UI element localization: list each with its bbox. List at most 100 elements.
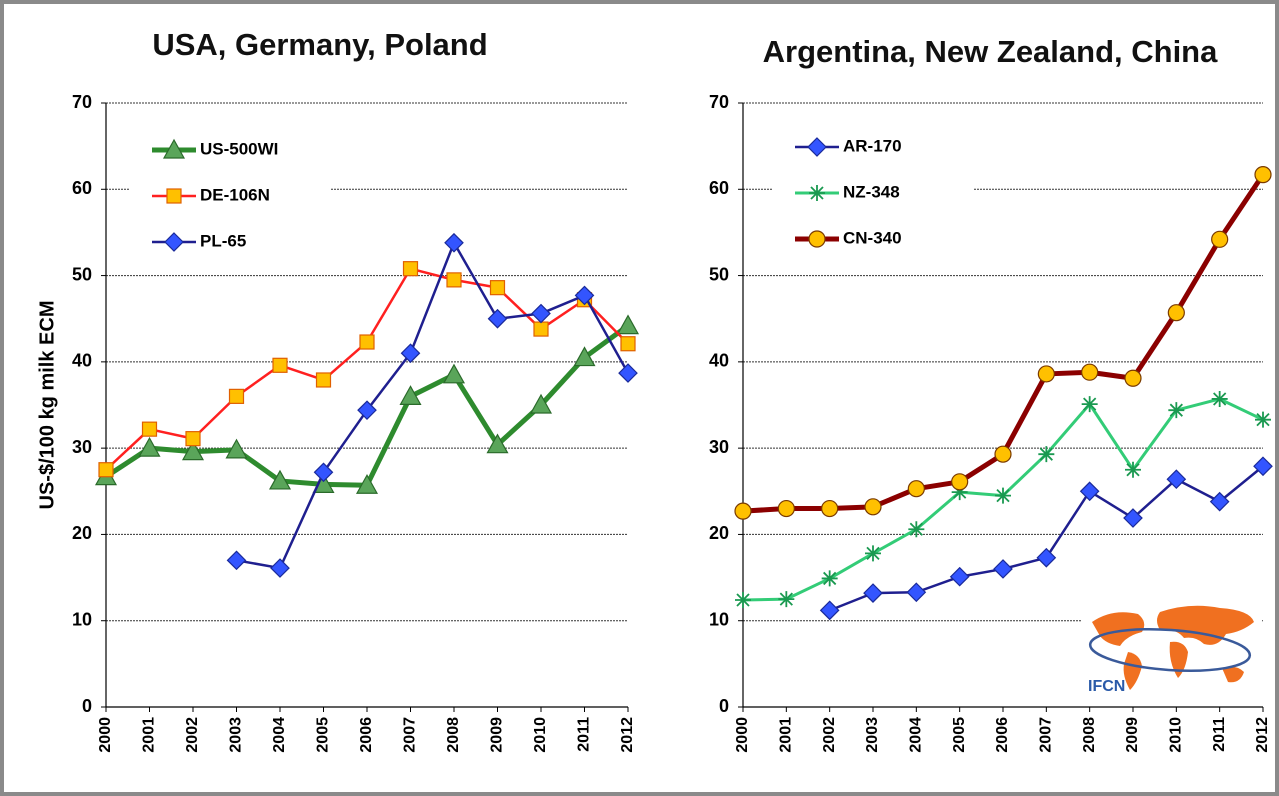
data-point [402,261,419,277]
legend-marker [807,137,827,157]
chart-title: USA, Germany, Poland [152,27,487,62]
data-point [1038,446,1055,463]
y-tick-label: 10 [709,609,729,629]
y-tick-label: 70 [72,92,92,112]
logo-continent [1092,612,1145,646]
data-point [489,280,506,296]
data-point [442,363,466,384]
data-point [1166,469,1187,490]
data-point [620,336,636,352]
y-tick-label: 70 [709,92,729,112]
y-tick-label: 30 [72,437,92,457]
x-tick-label: 2006 [994,717,1011,753]
y-tick-label: 60 [72,178,92,198]
legend-label: PL-65 [200,231,246,250]
x-tick-label: 2010 [532,717,549,753]
data-point [777,499,795,518]
data-point [268,469,292,490]
x-tick-label: 2004 [908,717,925,753]
data-point [1211,230,1229,248]
x-tick-label: 2001 [141,717,158,753]
data-point [315,372,332,388]
data-point [141,421,158,437]
x-tick-label: 2004 [271,717,288,753]
data-point [355,474,379,494]
y-axis-label: US-$/100 kg milk ECM [36,301,58,510]
legend-label: AR-170 [843,136,902,155]
logo-text: IFCN [1088,678,1125,695]
x-tick-label: 2011 [576,717,593,752]
y-tick-label: 10 [72,609,92,629]
data-point [1124,369,1142,387]
x-tick-label: 2009 [489,717,506,753]
legend-marker [809,185,825,201]
data-point [228,388,245,404]
data-point [226,550,247,571]
x-tick-label: 2007 [1038,717,1055,753]
logo-continent [1157,605,1254,645]
x-tick-label: 2005 [315,717,332,753]
data-point [313,462,334,483]
data-point [98,462,114,478]
data-point [735,592,751,609]
data-point [399,385,422,405]
data-point [1036,547,1057,568]
x-tick-label: 2006 [358,717,375,753]
y-tick-label: 30 [709,437,729,457]
data-point [1255,411,1271,428]
x-tick-label: 2008 [445,717,462,753]
legend-marker [808,230,826,248]
data-point [778,591,795,608]
data-point [908,521,925,538]
data-point [529,393,553,414]
data-point [1209,491,1230,512]
x-tick-label: 2000 [97,717,114,753]
logo-continent [1222,666,1244,683]
logo-orbit [1088,628,1252,672]
y-tick-label: 60 [709,178,729,198]
x-tick-label: 2007 [402,717,419,753]
x-tick-label: 2012 [1254,717,1271,753]
data-point [486,433,509,454]
data-point [734,502,752,520]
y-tick-label: 20 [709,523,729,543]
data-point [487,308,508,329]
data-point [949,566,970,587]
legend-label: NZ-348 [843,182,900,201]
data-point [907,480,925,498]
data-point [359,334,375,350]
data-point [1167,304,1185,322]
x-tick-label: 2011 [1211,717,1228,752]
y-tick-label: 50 [709,264,729,284]
y-tick-label: 0 [82,696,92,716]
legend-label: US-500WI [200,139,278,158]
y-tick-label: 40 [709,351,729,371]
data-point [864,498,882,516]
data-point [272,357,288,373]
x-tick-label: 2010 [1168,717,1185,753]
legend-background [773,121,973,247]
legend-label: CN-340 [843,228,902,247]
data-point [951,484,968,501]
data-point [574,285,595,306]
data-point [821,499,839,518]
logo-continent [1123,652,1142,690]
x-tick-label: 2001 [778,717,795,753]
data-point [865,545,881,562]
data-point [400,343,421,364]
data-point [1211,390,1228,407]
x-tick-label: 2009 [1124,717,1141,753]
data-point [573,346,596,367]
chart-title: Argentina, New Zealand, China [763,34,1218,69]
legend-marker [166,188,182,204]
ifcn-logo: IFCN [1082,600,1262,700]
data-point [1081,363,1099,381]
legend-background [130,124,330,250]
y-tick-label: 0 [719,696,729,716]
data-point [819,600,840,621]
data-point [863,583,883,603]
data-point [995,487,1011,504]
data-point [444,232,464,253]
data-point [138,436,161,457]
data-point [1254,166,1272,184]
